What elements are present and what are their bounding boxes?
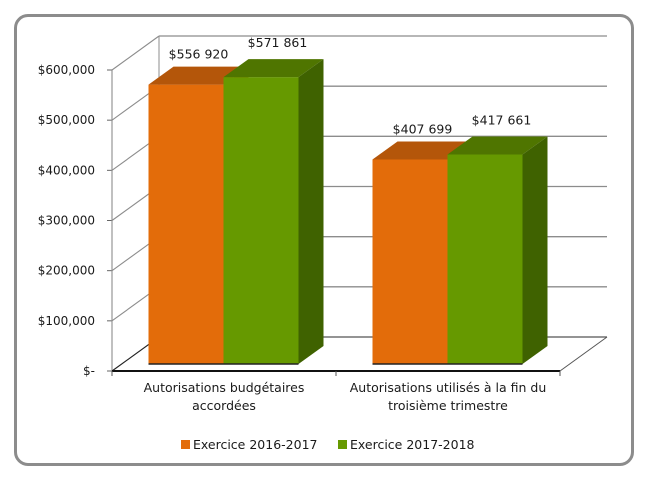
category-labels: Autorisations budgétaires accordées Autori… [144, 380, 547, 413]
bar-front [372, 159, 448, 364]
y-tick-label: $- [83, 364, 95, 378]
bar-top [223, 59, 324, 78]
bar-front [447, 154, 523, 364]
legend-swatch [181, 440, 190, 449]
floor-edge [559, 336, 608, 372]
y-tick-label: $300,000 [38, 214, 95, 228]
bar-front [223, 77, 299, 365]
y-tick-label: $600,000 [38, 63, 95, 77]
legend-item[interactable]: Exercice 2016-2017 [181, 437, 317, 452]
y-tick-label: $400,000 [38, 163, 95, 177]
y-axis-labels: $- $100,000 $200,000 $300,000 $400,000 $500,0… [38, 63, 95, 378]
bar [447, 136, 548, 365]
legend[interactable]: Exercice 2016-2017 Exercice 2017-2018 [181, 437, 475, 452]
legend-swatch [338, 440, 347, 449]
bars [148, 59, 548, 365]
legend-label: Exercice 2016-2017 [193, 437, 317, 452]
category-label: Autorisations utilisés à la fin du [350, 380, 547, 395]
data-labels: $556 920 $571 861 $407 699 $417 661 [169, 35, 532, 136]
category-label: Autorisations budgétaires [144, 380, 305, 395]
category-label: accordées [192, 398, 256, 413]
data-label: $571 861 [248, 35, 308, 50]
y-tick-label: $100,000 [38, 314, 95, 328]
bar-side [522, 136, 548, 364]
bar-front [148, 84, 224, 364]
y-tick-label: $200,000 [38, 264, 95, 278]
data-label: $417 661 [472, 112, 532, 127]
data-label: $407 699 [393, 121, 453, 136]
side-wall-line [111, 35, 160, 71]
bar-top [447, 136, 548, 155]
data-label: $556 920 [169, 47, 229, 62]
bar-side [298, 59, 324, 365]
legend-item[interactable]: Exercice 2017-2018 [338, 437, 475, 452]
y-tick-label: $500,000 [38, 113, 95, 127]
legend-label: Exercice 2017-2018 [350, 437, 475, 452]
bar [223, 59, 324, 365]
category-label: troisième trimestre [388, 398, 508, 413]
